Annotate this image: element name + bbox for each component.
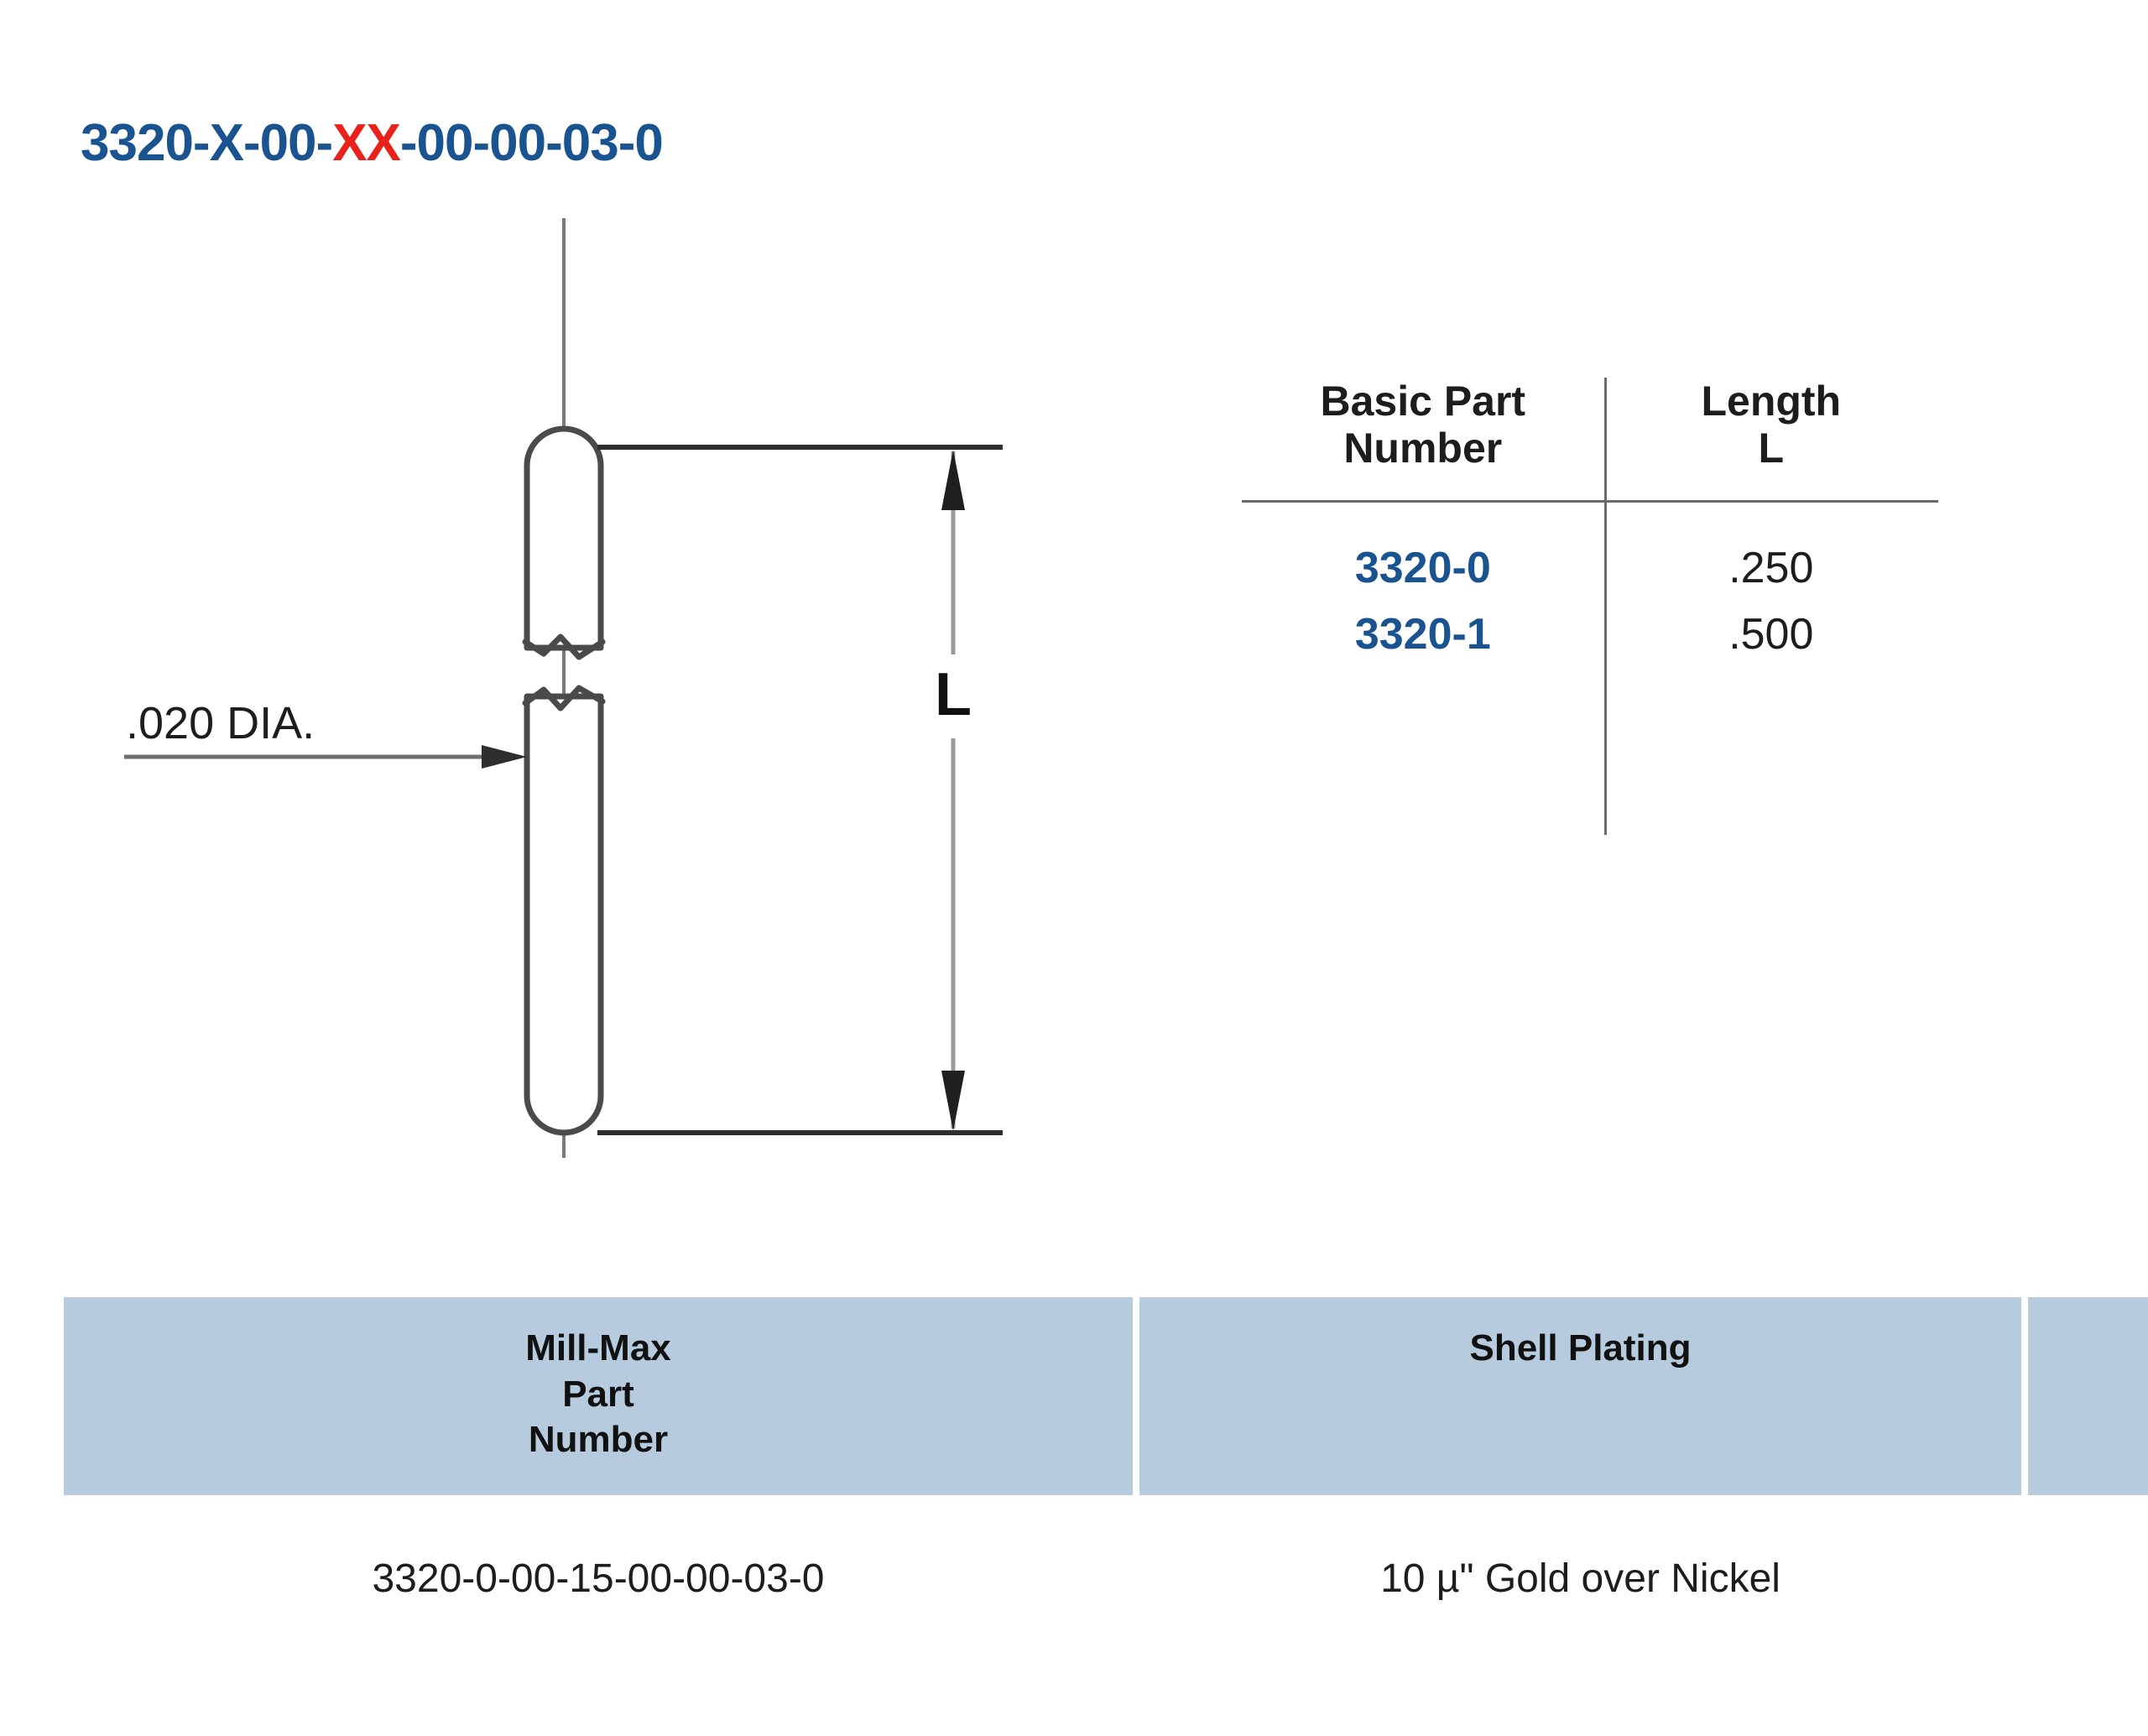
- spec-header-part-number-line1: Basic Part: [1320, 378, 1526, 425]
- column-header-truncated: [2028, 1297, 2148, 1495]
- column-header-mill-max-part-number: Mill-Max Part Number: [64, 1297, 1133, 1495]
- cell-truncated: [2028, 1556, 2148, 1602]
- column-header-line2: Part: [562, 1373, 634, 1415]
- spec-cell-part-number: 3320-1: [1354, 609, 1491, 659]
- spec-cell-length: .500: [1728, 609, 1814, 659]
- spec-cell-length: .250: [1728, 544, 1814, 592]
- cell-mill-max-part-number: 3320-0-00-15-00-00-03-0: [372, 1556, 825, 1601]
- pin-lower-body: [524, 693, 604, 1136]
- spec-table-header-row: Basic Part Number Length L: [1242, 378, 1938, 502]
- length-label: L: [935, 661, 972, 728]
- spec-header-part-number: Basic Part Number: [1242, 378, 1604, 502]
- spec-header-length-line2: L: [1758, 425, 1785, 472]
- page-title-highlight: XX: [332, 114, 401, 172]
- cell-shell-plating: 10 µ" Gold over Nickel: [1380, 1556, 1780, 1601]
- table-row: 3320-1 .500: [1242, 597, 1938, 664]
- technical-drawing: .020 DIA. L: [0, 218, 1217, 1208]
- diameter-arrowhead-icon: [482, 745, 527, 769]
- table-row: 3320-0 .250: [1242, 502, 1938, 597]
- pin-break-line-upper: [522, 633, 606, 660]
- spec-header-length-line1: Length: [1701, 378, 1842, 425]
- pin-break-line-lower: [522, 685, 606, 712]
- pin-drawing-svg: .020 DIA. L: [124, 218, 1003, 1158]
- spec-table-column-divider: [1604, 378, 1607, 835]
- length-arrowhead-top-icon: [941, 450, 965, 510]
- spec-cell-part-number: 3320-0: [1354, 544, 1491, 592]
- part-options-table: Mill-Max Part Number Shell Plating 3320-…: [64, 1297, 2148, 1602]
- column-header-line1: Shell Plating: [1469, 1327, 1692, 1368]
- page-title: 3320-X-00-XX-00-00-03-0: [81, 114, 664, 172]
- page-title-prefix: 3320-X-00-: [81, 114, 333, 172]
- page-title-suffix: -00-00-03-0: [399, 114, 664, 172]
- diameter-label: .020 DIA.: [126, 698, 315, 748]
- part-options-table-header-row: Mill-Max Part Number Shell Plating: [64, 1297, 2148, 1495]
- spec-table: Basic Part Number Length L 3320-0 .250 3…: [1242, 378, 1938, 663]
- column-header-shell-plating: Shell Plating: [1139, 1297, 2022, 1495]
- column-header-line1: Mill-Max: [525, 1327, 671, 1368]
- spec-header-part-number-line2: Number: [1343, 425, 1503, 472]
- pin-upper-body: [524, 425, 604, 651]
- column-header-line3: Number: [528, 1419, 669, 1461]
- spec-header-length: Length L: [1604, 378, 1938, 502]
- length-arrowhead-bottom-icon: [941, 1071, 965, 1131]
- table-row: 3320-0-00-15-00-00-03-0 10 µ" Gold over …: [64, 1495, 2148, 1602]
